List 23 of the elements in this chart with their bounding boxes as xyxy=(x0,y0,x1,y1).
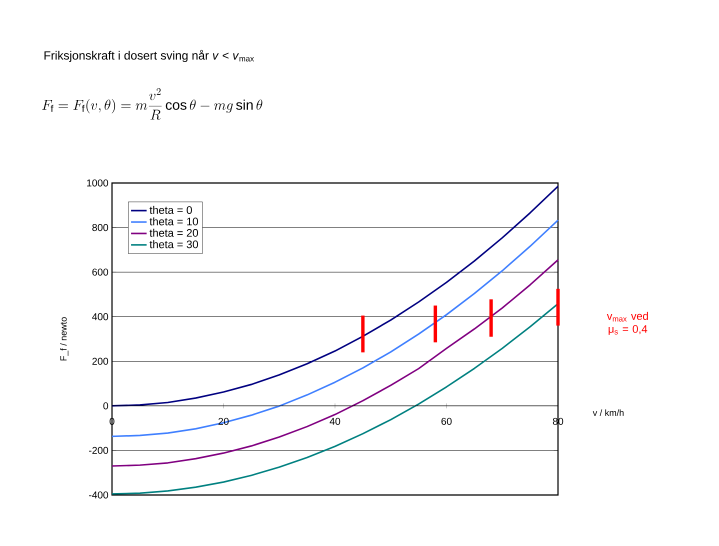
text: v$_{max}$ ved μ$_{s}$ = 0,4 xyxy=(606,312,648,335)
x-axis-title: v / km/h xyxy=(592,409,624,416)
bar xyxy=(434,306,438,342)
legend-label: theta = 10 xyxy=(150,217,198,226)
y-tick-label: -400 xyxy=(88,491,108,499)
x-tick-label: 40 xyxy=(330,418,340,425)
y-tick-label: 200 xyxy=(92,358,108,365)
line-series xyxy=(111,186,559,407)
y-tick-label: 600 xyxy=(92,268,108,276)
y-axis-title: F_f / newto xyxy=(60,317,68,360)
y-tick-label: -200 xyxy=(88,446,108,454)
chart-title: Friksjonskraft i dosert sving når v < v$_{max}$ xyxy=(44,50,254,62)
chart-subtitle: $F_\mathrm{f} = F_\mathrm{f}(v,\theta) = m\frac{v^{2}}{R}\cos\theta - mg\sin\theta$ xyxy=(42,88,262,120)
legend-label: theta = 30 xyxy=(150,240,198,248)
y-tick-label: 0 xyxy=(103,402,108,410)
x-tick-label: 60 xyxy=(441,418,452,425)
legend-label: theta = 0 xyxy=(150,206,192,214)
y-tick-label: 400 xyxy=(92,313,108,320)
y-tick-label: 800 xyxy=(92,224,108,232)
y-tick-label: 1000 xyxy=(87,179,108,187)
legend-label: theta = 20 xyxy=(150,228,198,237)
bar xyxy=(489,299,493,337)
bar xyxy=(361,316,365,352)
